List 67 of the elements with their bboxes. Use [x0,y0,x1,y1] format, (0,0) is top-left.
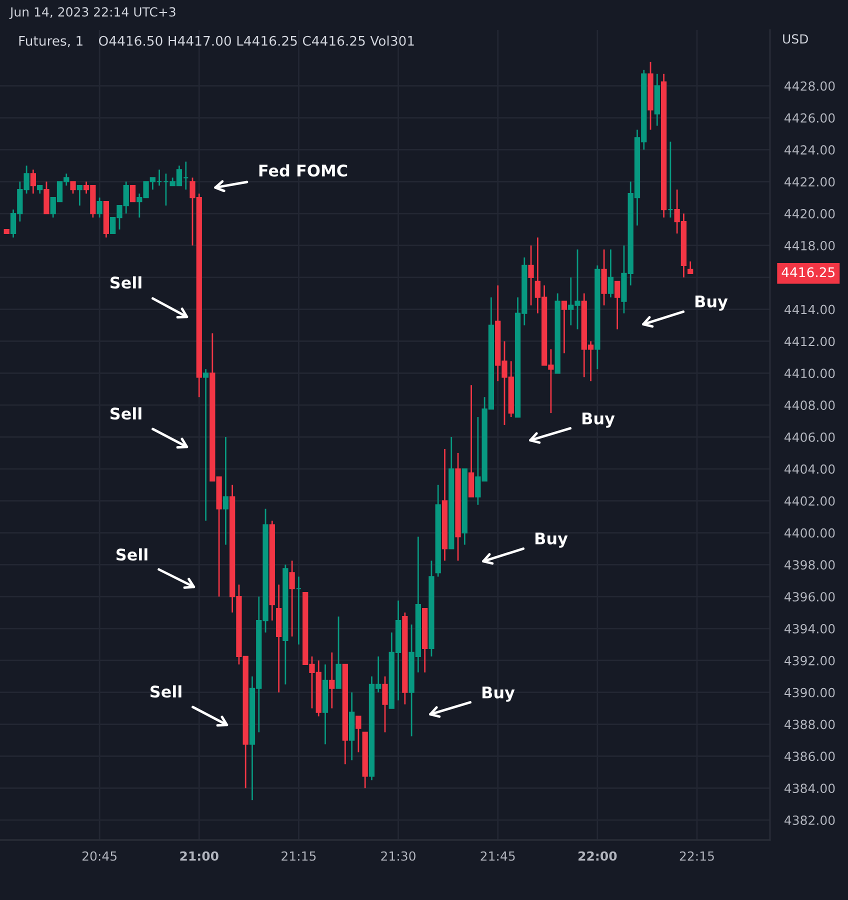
y-tick-label: 4406.00 [784,432,835,442]
candlestick [76,184,82,206]
candlestick [601,248,607,306]
candlestick [96,196,102,218]
y-tick-label: 4402.00 [784,496,835,506]
candlestick [468,384,474,498]
x-tick-label: 21:15 [282,851,316,861]
y-tick-label: 4414.00 [784,304,835,314]
y-tick-label: 4412.00 [784,336,835,346]
candlestick [688,260,694,274]
annotation: Buy [482,686,515,702]
y-tick-label: 4410.00 [784,368,835,378]
candlestick [163,172,169,206]
y-tick-label: 4428.00 [784,81,835,91]
y-tick-label: 4404.00 [784,464,835,474]
y-tick-label: 4426.00 [784,113,835,123]
x-tick-label: 21:45 [480,851,515,861]
annotation: O4416.50 H4417.00 L4416.25 C4416.25 Vol301 [98,36,414,46]
y-tick-label: 4382.00 [784,816,835,825]
annotation: Buy [535,532,568,548]
y-tick-label: 4420.00 [784,209,835,218]
y-tick-label: 4388.00 [784,720,835,730]
candlestick [222,436,228,546]
annotation: Sell [110,276,142,289]
annotation: Sell [116,548,148,561]
candlestick [614,280,620,330]
text: 4416.25 [782,267,835,278]
annotation: Sell [110,407,142,420]
candlestick [70,180,76,194]
candlestick [528,244,534,306]
candlestick [296,576,302,646]
candlestick [356,716,362,753]
y-tick-label: 4396.00 [784,592,835,602]
y-tick-label: 4390.00 [784,688,835,698]
y-tick-label: 4384.00 [784,784,835,794]
annotation: Buy [695,296,728,311]
y-tick-label: 4386.00 [784,752,835,762]
annotation: Fed FOMC [259,164,348,177]
candlestick [608,248,614,298]
x-tick-label: 20:45 [82,851,116,861]
chart-title: Futures, 1 [19,36,82,48]
y-tick-label: 4398.00 [784,560,835,570]
x-tick-label: 21:30 [381,851,416,861]
candlestick [561,300,568,354]
candlestick [30,168,36,194]
x-tick-label: 22:15 [680,851,714,861]
chart-subtitle: Jun 14, 2023 22:14 UTC+3 [9,7,176,19]
y-axis-title: USD [783,34,808,44]
y-tick-label: 4392.00 [784,656,835,666]
candlestick [329,652,335,710]
candlestick [130,185,136,202]
candlestick [336,616,342,690]
candlestick [44,180,50,214]
candlestick [668,141,674,218]
annotation: Sell [150,685,182,698]
candlestick [382,676,388,733]
y-tick-label: 4424.00 [784,145,835,155]
annotation: Buy [582,412,615,428]
y-tick-label: 4408.00 [784,400,835,410]
y-tick-label: 4422.00 [784,177,835,187]
candlestick [289,560,295,638]
x-tick-label: 21:00 [180,851,218,861]
x-tick-label: 22:00 [578,851,617,861]
y-tick-label: 4394.00 [784,624,835,634]
candlestick [202,368,209,522]
y-tick-label: 4418.00 [784,240,835,250]
y-tick-label: 4400.00 [784,528,835,538]
